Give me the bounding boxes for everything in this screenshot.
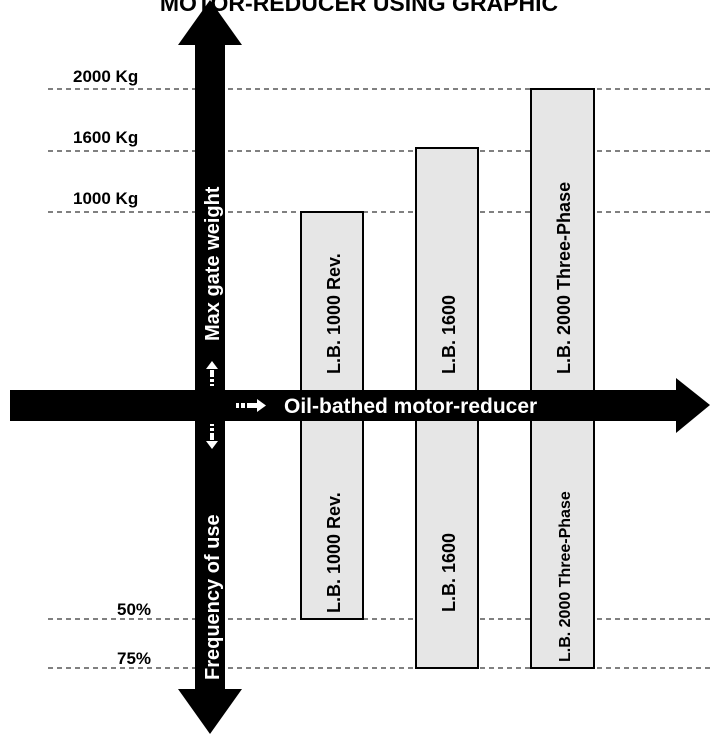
diagram-title: MOTOR-REDUCER USING GRAPHIC [160,0,558,16]
horizontal-axis-shaft [10,390,680,421]
arrow-up-head [178,0,242,45]
bar-3-bottom-label: L.B. 2000 Three-Phase [557,491,574,662]
label-75pct: 75% [117,649,151,668]
max-gate-weight-label: Max gate weight [202,186,224,341]
crossing-arrows [206,361,266,449]
small-right-arrow [236,399,266,412]
arrow-down-head [178,689,242,734]
small-up-arrow [206,361,218,386]
bar-1-top-label: L.B. 1000 Rev. [324,253,344,374]
bar-3-top-label: L.B. 2000 Three-Phase [554,182,574,374]
horizontal-axis-arrow [10,378,710,433]
bar-2-top-label: L.B. 1600 [439,295,459,374]
bar-lb-2000-three-phase [530,88,595,669]
frequency-of-use-label: Frequency of use [202,514,224,680]
label-50pct: 50% [117,600,151,619]
arrow-right-head [676,378,710,433]
bar-2-bottom-label: L.B. 1600 [439,533,459,612]
label-1000kg: 1000 Kg [73,189,138,208]
oil-bathed-motor-reducer-label: Oil-bathed motor-reducer [284,395,537,418]
small-down-arrow [206,424,218,449]
label-1600kg: 1600 Kg [73,128,138,147]
reference-lines [48,88,710,669]
bar-1-bottom-label: L.B. 1000 Rev. [324,492,344,613]
label-2000kg: 2000 Kg [73,67,138,86]
